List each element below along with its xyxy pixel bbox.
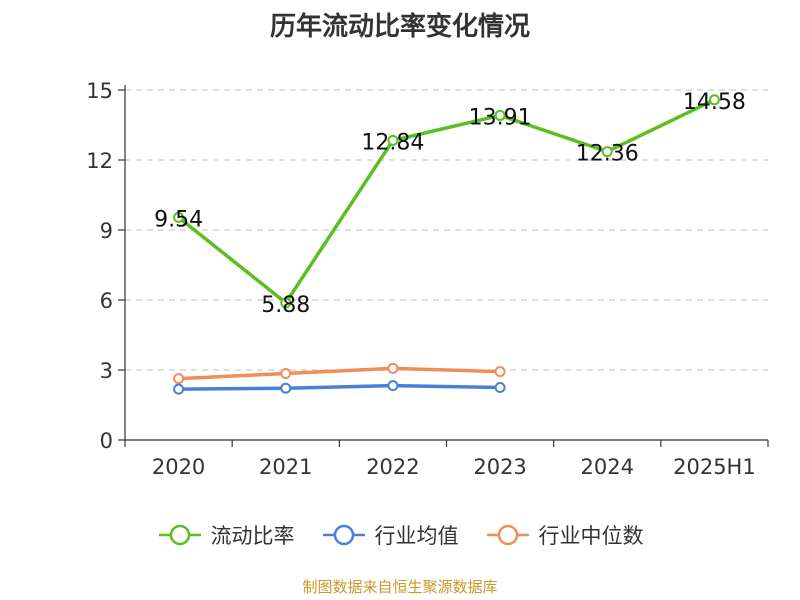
legend-label: 流动比率 xyxy=(210,524,295,548)
data-point xyxy=(280,382,292,394)
legend-label: 行业均值 xyxy=(374,524,459,548)
y-tick-label: 6 xyxy=(100,289,113,313)
y-tick-label: 12 xyxy=(86,149,113,173)
grid-lines xyxy=(125,89,768,371)
data-point xyxy=(280,297,292,309)
data-label: 12.36 xyxy=(576,142,639,167)
source-note: 制图数据来自恒生聚源数据库 xyxy=(302,578,498,596)
x-tick-label: 2025H1 xyxy=(673,455,756,479)
data-point xyxy=(387,362,399,374)
data-label: 9.54 xyxy=(154,207,203,232)
chart-title: 历年流动比率变化情况 xyxy=(269,12,530,42)
data-point xyxy=(708,94,720,106)
data-point xyxy=(494,366,506,378)
x-tick-label: 2021 xyxy=(259,455,312,479)
y-tick-label: 0 xyxy=(100,429,113,453)
series-line xyxy=(177,98,716,305)
data-point xyxy=(387,134,399,146)
data-point xyxy=(494,109,506,121)
data-label: 5.88 xyxy=(261,293,310,318)
series-lines xyxy=(173,94,720,395)
x-tick-label: 2022 xyxy=(366,455,419,479)
x-tick-label: 2023 xyxy=(473,455,526,479)
x-tick-label: 2024 xyxy=(581,455,634,479)
y-tick-label: 3 xyxy=(100,359,113,383)
data-point xyxy=(601,146,613,158)
legend-swatch xyxy=(158,524,201,546)
y-tick-label: 9 xyxy=(100,219,113,243)
legend-item: 行业中位数 xyxy=(485,520,644,550)
data-point xyxy=(173,383,185,395)
axes: 0 3 6 9 12 15 2020 2021 2022 2023 2024 2025H1 xyxy=(86,79,769,479)
legend-swatch xyxy=(486,524,529,546)
data-point xyxy=(173,373,185,385)
y-tick-label: 15 xyxy=(86,79,113,103)
series-line xyxy=(178,383,501,391)
data-point xyxy=(387,380,399,392)
legend-swatch xyxy=(322,524,365,546)
data-labels: 9.54 5.88 12.84 13.91 12.36 14.58 xyxy=(154,90,746,318)
data-point xyxy=(494,382,506,393)
data-label: 13.91 xyxy=(469,105,532,130)
legend-label: 行业中位数 xyxy=(538,524,644,548)
legend-item: 流动比率 xyxy=(157,520,295,550)
data-label: 12.84 xyxy=(361,130,424,155)
legend-item: 行业均值 xyxy=(321,520,459,550)
x-tick-label: 2020 xyxy=(152,455,205,479)
data-point xyxy=(173,211,185,223)
series-line xyxy=(178,366,501,381)
legend: 流动比率 行业均值 行业中位数 xyxy=(0,520,800,550)
data-label: 14.58 xyxy=(683,90,746,115)
data-point xyxy=(280,368,292,379)
